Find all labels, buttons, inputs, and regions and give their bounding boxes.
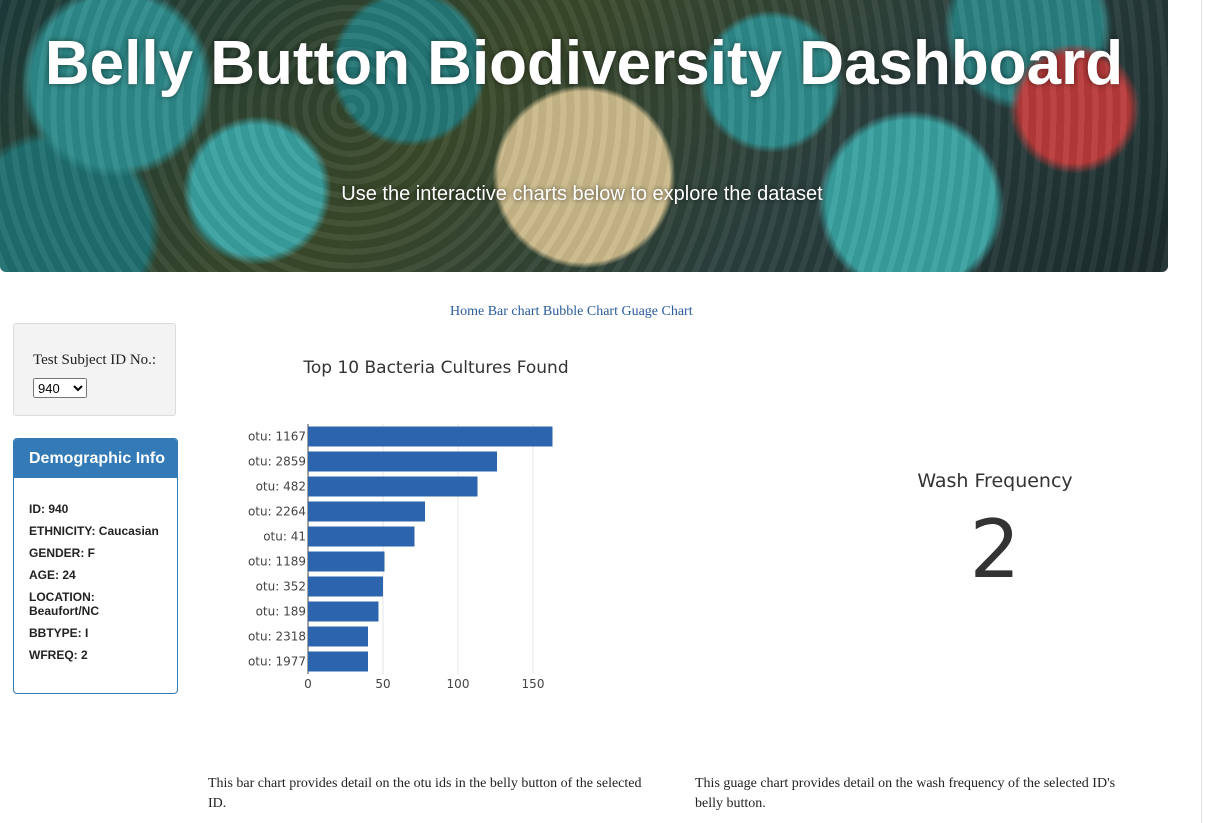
gauge-chart-description: This guage chart provides detail on the …	[695, 776, 1116, 811]
nav-bubble-chart-link[interactable]: Bubble Chart	[542, 304, 618, 319]
subject-selector-well: Test Subject ID No.: 940	[13, 323, 176, 416]
chart-y-tick-label: otu: 1167	[248, 430, 306, 444]
header-banner	[0, 0, 1168, 272]
chart-y-tick-label: otu: 2859	[248, 455, 306, 469]
demographic-row-id: ID: 940	[29, 502, 69, 516]
chart-y-tick-label: otu: 2264	[248, 505, 306, 519]
gauge-title: Wash Frequency	[917, 470, 1073, 492]
demographic-row-location: LOCATION: Beaufort/NC	[29, 590, 100, 618]
chart-y-tick-label: otu: 482	[256, 480, 306, 494]
page-subtitle: Use the interactive charts below to expl…	[341, 183, 823, 205]
nav-bar-chart-link[interactable]: Bar chart	[487, 304, 540, 319]
chart-y-tick-label: otu: 2318	[248, 630, 306, 644]
chart-x-tick-label: 0	[304, 677, 312, 691]
chart-bar	[308, 626, 368, 647]
demographic-row-age: AGE: 24	[29, 568, 76, 582]
demographic-panel: Demographic Info ID: 940 ETHNICITY: Cauc…	[13, 438, 178, 694]
chart-x-tick-label: 50	[375, 677, 390, 691]
chart-x-tick-label: 100	[447, 677, 470, 691]
subject-selector-label: Test Subject ID No.:	[33, 352, 157, 368]
demographic-row-wfreq: WFREQ: 2	[29, 648, 88, 662]
gauge-value: 2	[969, 503, 1021, 596]
chart-bar	[308, 451, 497, 472]
chart-bar	[308, 501, 425, 522]
subject-id-select[interactable]: 940	[33, 378, 87, 398]
chart-y-tick-label: otu: 1977	[248, 655, 306, 669]
page-title: Belly Button Biodiversity Dashboard	[44, 29, 1124, 98]
demographic-panel-body: ID: 940 ETHNICITY: Caucasian GENDER: F A…	[14, 478, 177, 662]
nav-gauge-chart-link[interactable]: Guage Chart	[621, 304, 693, 319]
page-edge-divider	[1201, 0, 1202, 823]
chart-x-tick-label: 150	[522, 677, 545, 691]
chart-y-tick-label: otu: 1189	[248, 555, 306, 569]
chart-bar	[308, 476, 478, 497]
nav-home-link[interactable]: Home	[450, 304, 485, 319]
chart-bar	[308, 426, 553, 447]
chart-bar	[308, 651, 368, 672]
nav-bar: Home Bar chart Bubble Chart Guage Chart	[450, 304, 693, 320]
demographic-panel-heading: Demographic Info	[14, 439, 177, 478]
chart-bar	[308, 576, 383, 597]
demographic-row-gender: GENDER: F	[29, 546, 95, 560]
top10-bar-chart: Top 10 Bacteria Cultures Found 0 50 100 150 o…	[248, 358, 569, 691]
chart-bar	[308, 601, 379, 622]
chart-title: Top 10 Bacteria Cultures Found	[302, 358, 568, 378]
bar-chart-description: This bar chart provides detail on the ot…	[208, 776, 642, 811]
chart-bar	[308, 551, 385, 572]
demographic-row-ethnicity: ETHNICITY: Caucasian	[29, 524, 159, 538]
chart-y-tick-label: otu: 352	[256, 580, 306, 594]
chart-y-tick-label: otu: 189	[256, 605, 306, 619]
chart-y-tick-label: otu: 41	[263, 530, 306, 544]
demographic-row-bbtype: BBTYPE: I	[29, 626, 89, 640]
chart-bar	[308, 526, 415, 547]
